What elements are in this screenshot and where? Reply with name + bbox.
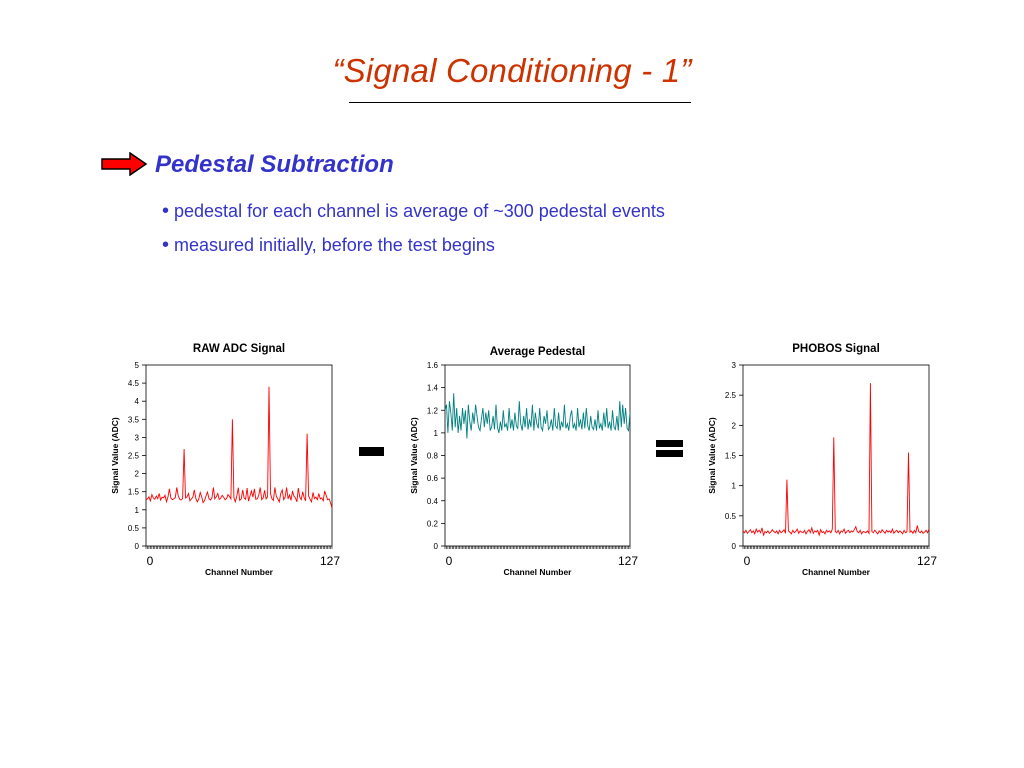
y-axis-label: Signal Value (ADC) [707, 417, 717, 494]
y-tick-label: 0.8 [427, 452, 439, 461]
chart-1: Average Pedestal 0 0.2 0.4 0.6 0.8 1 1.2 1.4 1.6 0… [409, 346, 638, 577]
y-tick-label: 1.5 [725, 452, 737, 461]
y-tick-label: 1 [732, 482, 737, 491]
x-tick-label: 0 [446, 554, 453, 568]
bullet-item: • pedestal for each channel is average of… [162, 200, 665, 223]
series-line [145, 386, 333, 509]
y-tick-label: 2.5 [725, 391, 737, 400]
bullet-dot: • [162, 200, 170, 222]
y-tick-label: 5 [135, 361, 140, 370]
bullet-text: measured initially, before the test begi… [174, 235, 495, 255]
x-axis-label: Channel Number [802, 567, 871, 577]
y-tick-label: 2 [135, 470, 140, 479]
equals-symbol-bottom-bar [656, 450, 683, 457]
x-axis-label: Channel Number [205, 567, 274, 577]
x-tick-label: 0 [744, 554, 751, 568]
y-tick-label: 0.6 [427, 474, 439, 483]
minus-symbol [359, 447, 384, 456]
slide-title: “Signal Conditioning - 1” [332, 52, 692, 89]
y-axis-label: Signal Value (ADC) [110, 417, 120, 494]
y-tick-label: 1 [434, 429, 439, 438]
y-tick-label: 3 [135, 433, 140, 442]
section-heading: Pedestal Subtraction [155, 151, 394, 178]
y-tick-label: 0.2 [427, 519, 439, 528]
plot-area [444, 364, 631, 547]
y-tick-label: 0.5 [128, 524, 140, 533]
chart-title: RAW ADC Signal [193, 343, 285, 355]
x-tick-label: 127 [618, 554, 638, 568]
equals-symbol-top-bar [656, 440, 683, 447]
y-tick-label: 4.5 [128, 379, 140, 388]
x-tick-label: 0 [147, 554, 154, 568]
bullet-dot: • [162, 234, 170, 256]
y-tick-label: 2 [732, 421, 737, 430]
y-tick-label: 0 [135, 542, 140, 551]
y-tick-label: 1.4 [427, 384, 439, 393]
title-underline [349, 102, 691, 103]
y-tick-label: 0 [732, 542, 737, 551]
series-line [742, 383, 930, 537]
y-tick-label: 1.5 [128, 488, 140, 497]
chart-2: PHOBOS Signal 0 0.5 1 1.5 2 2.5 3 0 127 Channel Nu… [707, 343, 937, 577]
y-tick-label: 0.4 [427, 497, 439, 506]
y-tick-label: 2.5 [128, 452, 140, 461]
charts-area: RAW ADC Signal 0 0.5 1 1.5 2 2.5 3 3.5 4 4.5 5 0 127 C… [110, 343, 937, 577]
arrow-right-icon [101, 152, 148, 176]
plot-area [145, 364, 333, 547]
bullet-item: • measured initially, before the test beg… [162, 234, 495, 257]
chart-0: RAW ADC Signal 0 0.5 1 1.5 2 2.5 3 3.5 4 4.5 5 0 127 C… [110, 343, 340, 577]
x-axis-label: Channel Number [503, 567, 572, 577]
y-tick-label: 1.6 [427, 361, 439, 370]
chart-title: Average Pedestal [490, 346, 585, 358]
y-tick-label: 1.2 [427, 406, 439, 415]
y-tick-label: 3 [732, 361, 737, 370]
x-tick-label: 127 [320, 554, 340, 568]
chart-title: PHOBOS Signal [792, 343, 880, 355]
y-tick-label: 0.5 [725, 512, 737, 521]
y-tick-label: 0 [434, 542, 439, 551]
y-axis-label: Signal Value (ADC) [409, 417, 419, 494]
y-tick-label: 3.5 [128, 415, 140, 424]
y-tick-label: 4 [135, 397, 140, 406]
x-tick-label: 127 [917, 554, 937, 568]
series-line [444, 393, 631, 439]
bullet-text: pedestal for each channel is average of … [174, 201, 665, 221]
y-tick-label: 1 [135, 506, 140, 515]
plot-area [742, 364, 930, 547]
